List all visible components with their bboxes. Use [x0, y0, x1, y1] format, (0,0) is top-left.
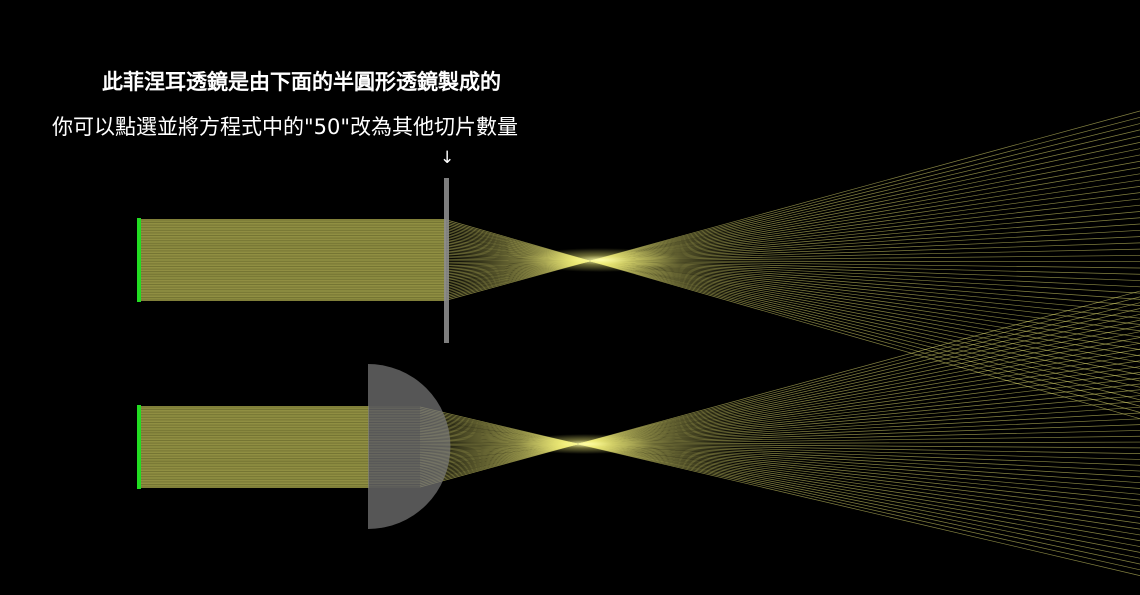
- light-ray: [419, 406, 1140, 576]
- semicircle-focus-glow: [515, 434, 655, 454]
- fresnel-light-source: [137, 218, 141, 302]
- light-ray: [419, 325, 1140, 478]
- light-ray: [446, 135, 1140, 294]
- fresnel-beam-group: [137, 110, 1140, 420]
- fresnel-lens[interactable]: [444, 178, 449, 343]
- light-ray: [419, 302, 1140, 485]
- semicircle-incoming-beam: [139, 406, 369, 488]
- light-ray: [419, 413, 1140, 553]
- light-ray: [419, 408, 1140, 571]
- light-ray: [419, 416, 1140, 542]
- light-ray: [419, 313, 1140, 481]
- light-ray: [419, 419, 1140, 530]
- light-ray: [419, 366, 1140, 467]
- semicircle-beam-group: [137, 290, 1140, 576]
- light-ray: [419, 372, 1140, 465]
- annotation-line-2: 你可以點選並將方程式中的"50"改為其他切片數量: [52, 115, 519, 139]
- light-ray: [419, 290, 1140, 488]
- fresnel-incoming-beam: [139, 219, 446, 301]
- light-ray: [419, 342, 1140, 473]
- light-ray: [419, 308, 1140, 483]
- semicircular-lens[interactable]: [368, 364, 451, 529]
- annotation-line-1: 此菲涅耳透鏡是由下面的半圓形透鏡製成的: [102, 70, 501, 94]
- light-ray: [419, 409, 1140, 565]
- light-ray: [446, 116, 1140, 299]
- light-ray: [446, 221, 1140, 413]
- light-ray: [419, 411, 1140, 559]
- semicircle-refracted-rays: [419, 290, 1140, 576]
- fresnel-incoming-rays: [141, 219, 447, 301]
- light-ray: [419, 418, 1140, 536]
- down-arrow-icon: ↓: [440, 148, 455, 168]
- light-ray: [419, 296, 1140, 486]
- light-ray: [419, 319, 1140, 480]
- fresnel-focus-glow: [520, 248, 680, 272]
- semicircle-light-source: [137, 405, 141, 489]
